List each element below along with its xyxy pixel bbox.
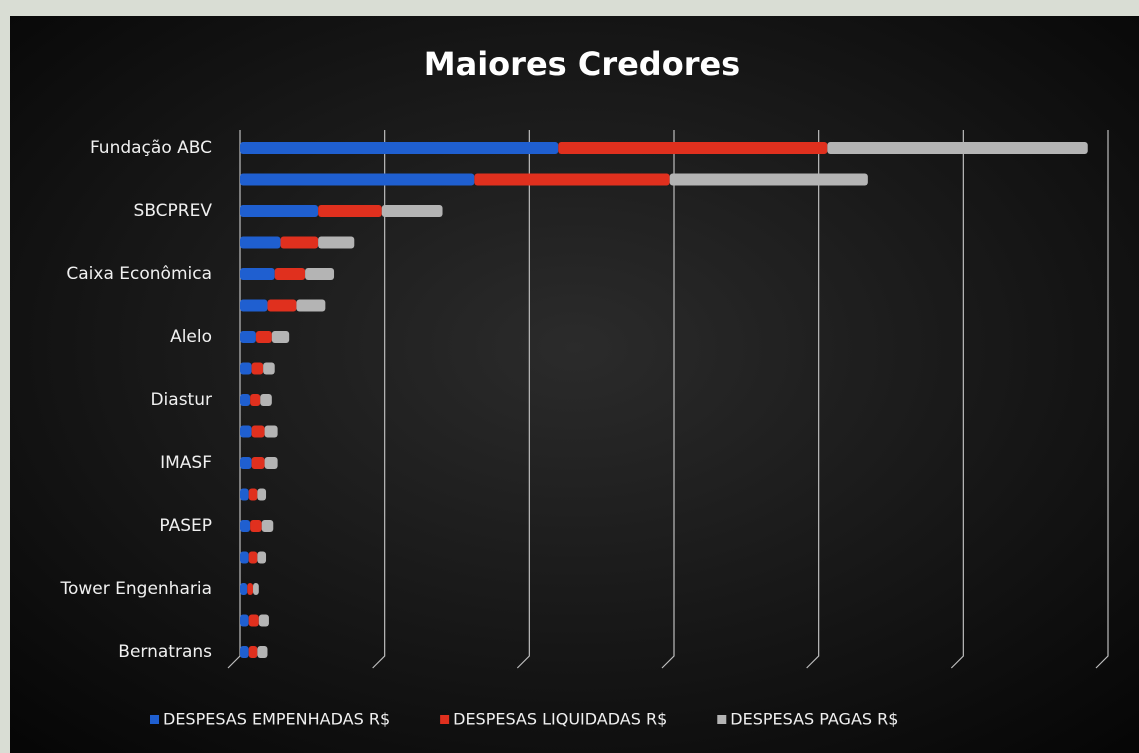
bar-segment — [240, 299, 268, 312]
bar-segment — [240, 646, 249, 658]
bar-segment — [248, 646, 258, 658]
bar-segment — [255, 331, 272, 343]
bar-segment — [240, 142, 559, 154]
bar-segment — [318, 236, 355, 249]
legend-label: DESPESAS EMPENHADAS R$ — [163, 710, 390, 729]
bar-segment — [381, 205, 443, 217]
bar-segment — [240, 205, 319, 217]
bar-segment — [267, 299, 297, 312]
y-tick-label: Alelo — [170, 327, 212, 347]
y-tick-label: Diastur — [150, 390, 212, 410]
y-tick-label: Caixa Econômica — [66, 264, 212, 284]
bar-segment — [240, 173, 475, 186]
y-tick-label: IMASF — [160, 453, 212, 473]
bar-segment — [240, 331, 256, 343]
bar-segment — [296, 299, 326, 312]
bar-segment — [257, 488, 267, 501]
bar-segment — [264, 457, 278, 469]
y-tick-label: Tower Engenharia — [59, 579, 212, 599]
grid-line — [950, 130, 964, 669]
bar-segment — [240, 583, 248, 595]
bar-segment — [261, 520, 274, 532]
bar-segment — [253, 583, 259, 595]
bar-segment — [827, 142, 1088, 154]
y-tick-label: PASEP — [159, 516, 212, 536]
bar-segment — [263, 362, 275, 375]
bar-segment — [240, 425, 252, 438]
bar-segment — [248, 488, 258, 501]
legend-swatch — [150, 715, 159, 724]
bar-segment — [247, 583, 254, 595]
bar-segment — [248, 614, 259, 627]
bar-segment — [274, 268, 306, 280]
bar-segment — [558, 142, 828, 154]
grid-line — [806, 130, 820, 669]
legend-swatch — [717, 715, 727, 724]
bar-segment — [250, 394, 261, 406]
bar-segment — [240, 520, 251, 532]
bar-segment — [248, 551, 258, 564]
bar-segment — [318, 205, 382, 217]
bar-segment — [240, 394, 251, 406]
bar-segment — [280, 236, 319, 249]
grid-line — [1095, 130, 1109, 669]
bar-segment — [240, 488, 249, 501]
bar-segment — [257, 646, 268, 658]
bar-segment — [260, 394, 272, 406]
bar-segment — [251, 425, 265, 438]
bar-segment — [669, 173, 868, 186]
bar-segment — [258, 614, 269, 627]
bar-segment — [251, 457, 265, 469]
bar-segment — [240, 457, 252, 469]
y-tick-label: Fundação ABC — [90, 138, 212, 158]
y-tick-label: Bernatrans — [118, 642, 212, 662]
chart-title: Maiores Credores — [424, 45, 740, 83]
bar-segment — [240, 362, 252, 375]
bar-segment — [240, 614, 249, 627]
bar-segment — [271, 331, 290, 343]
bar-segment — [264, 425, 278, 438]
grid-line — [516, 130, 530, 669]
legend-label: DESPESAS LIQUIDADAS R$ — [453, 710, 667, 729]
grid-line — [661, 130, 675, 669]
bar-segment — [240, 551, 249, 564]
chart-background — [10, 16, 1139, 753]
legend-swatch — [440, 715, 450, 724]
bar-segment — [250, 520, 262, 532]
bar-segment — [474, 173, 670, 186]
bar-segment — [305, 268, 335, 280]
y-tick-label: SBCPREV — [134, 201, 213, 221]
bar-segment — [257, 551, 267, 564]
legend-label: DESPESAS PAGAS R$ — [730, 710, 898, 729]
grid-line — [372, 130, 386, 669]
bar-segment — [240, 236, 281, 249]
bar-segment — [240, 268, 275, 280]
bar-segment — [251, 362, 264, 375]
